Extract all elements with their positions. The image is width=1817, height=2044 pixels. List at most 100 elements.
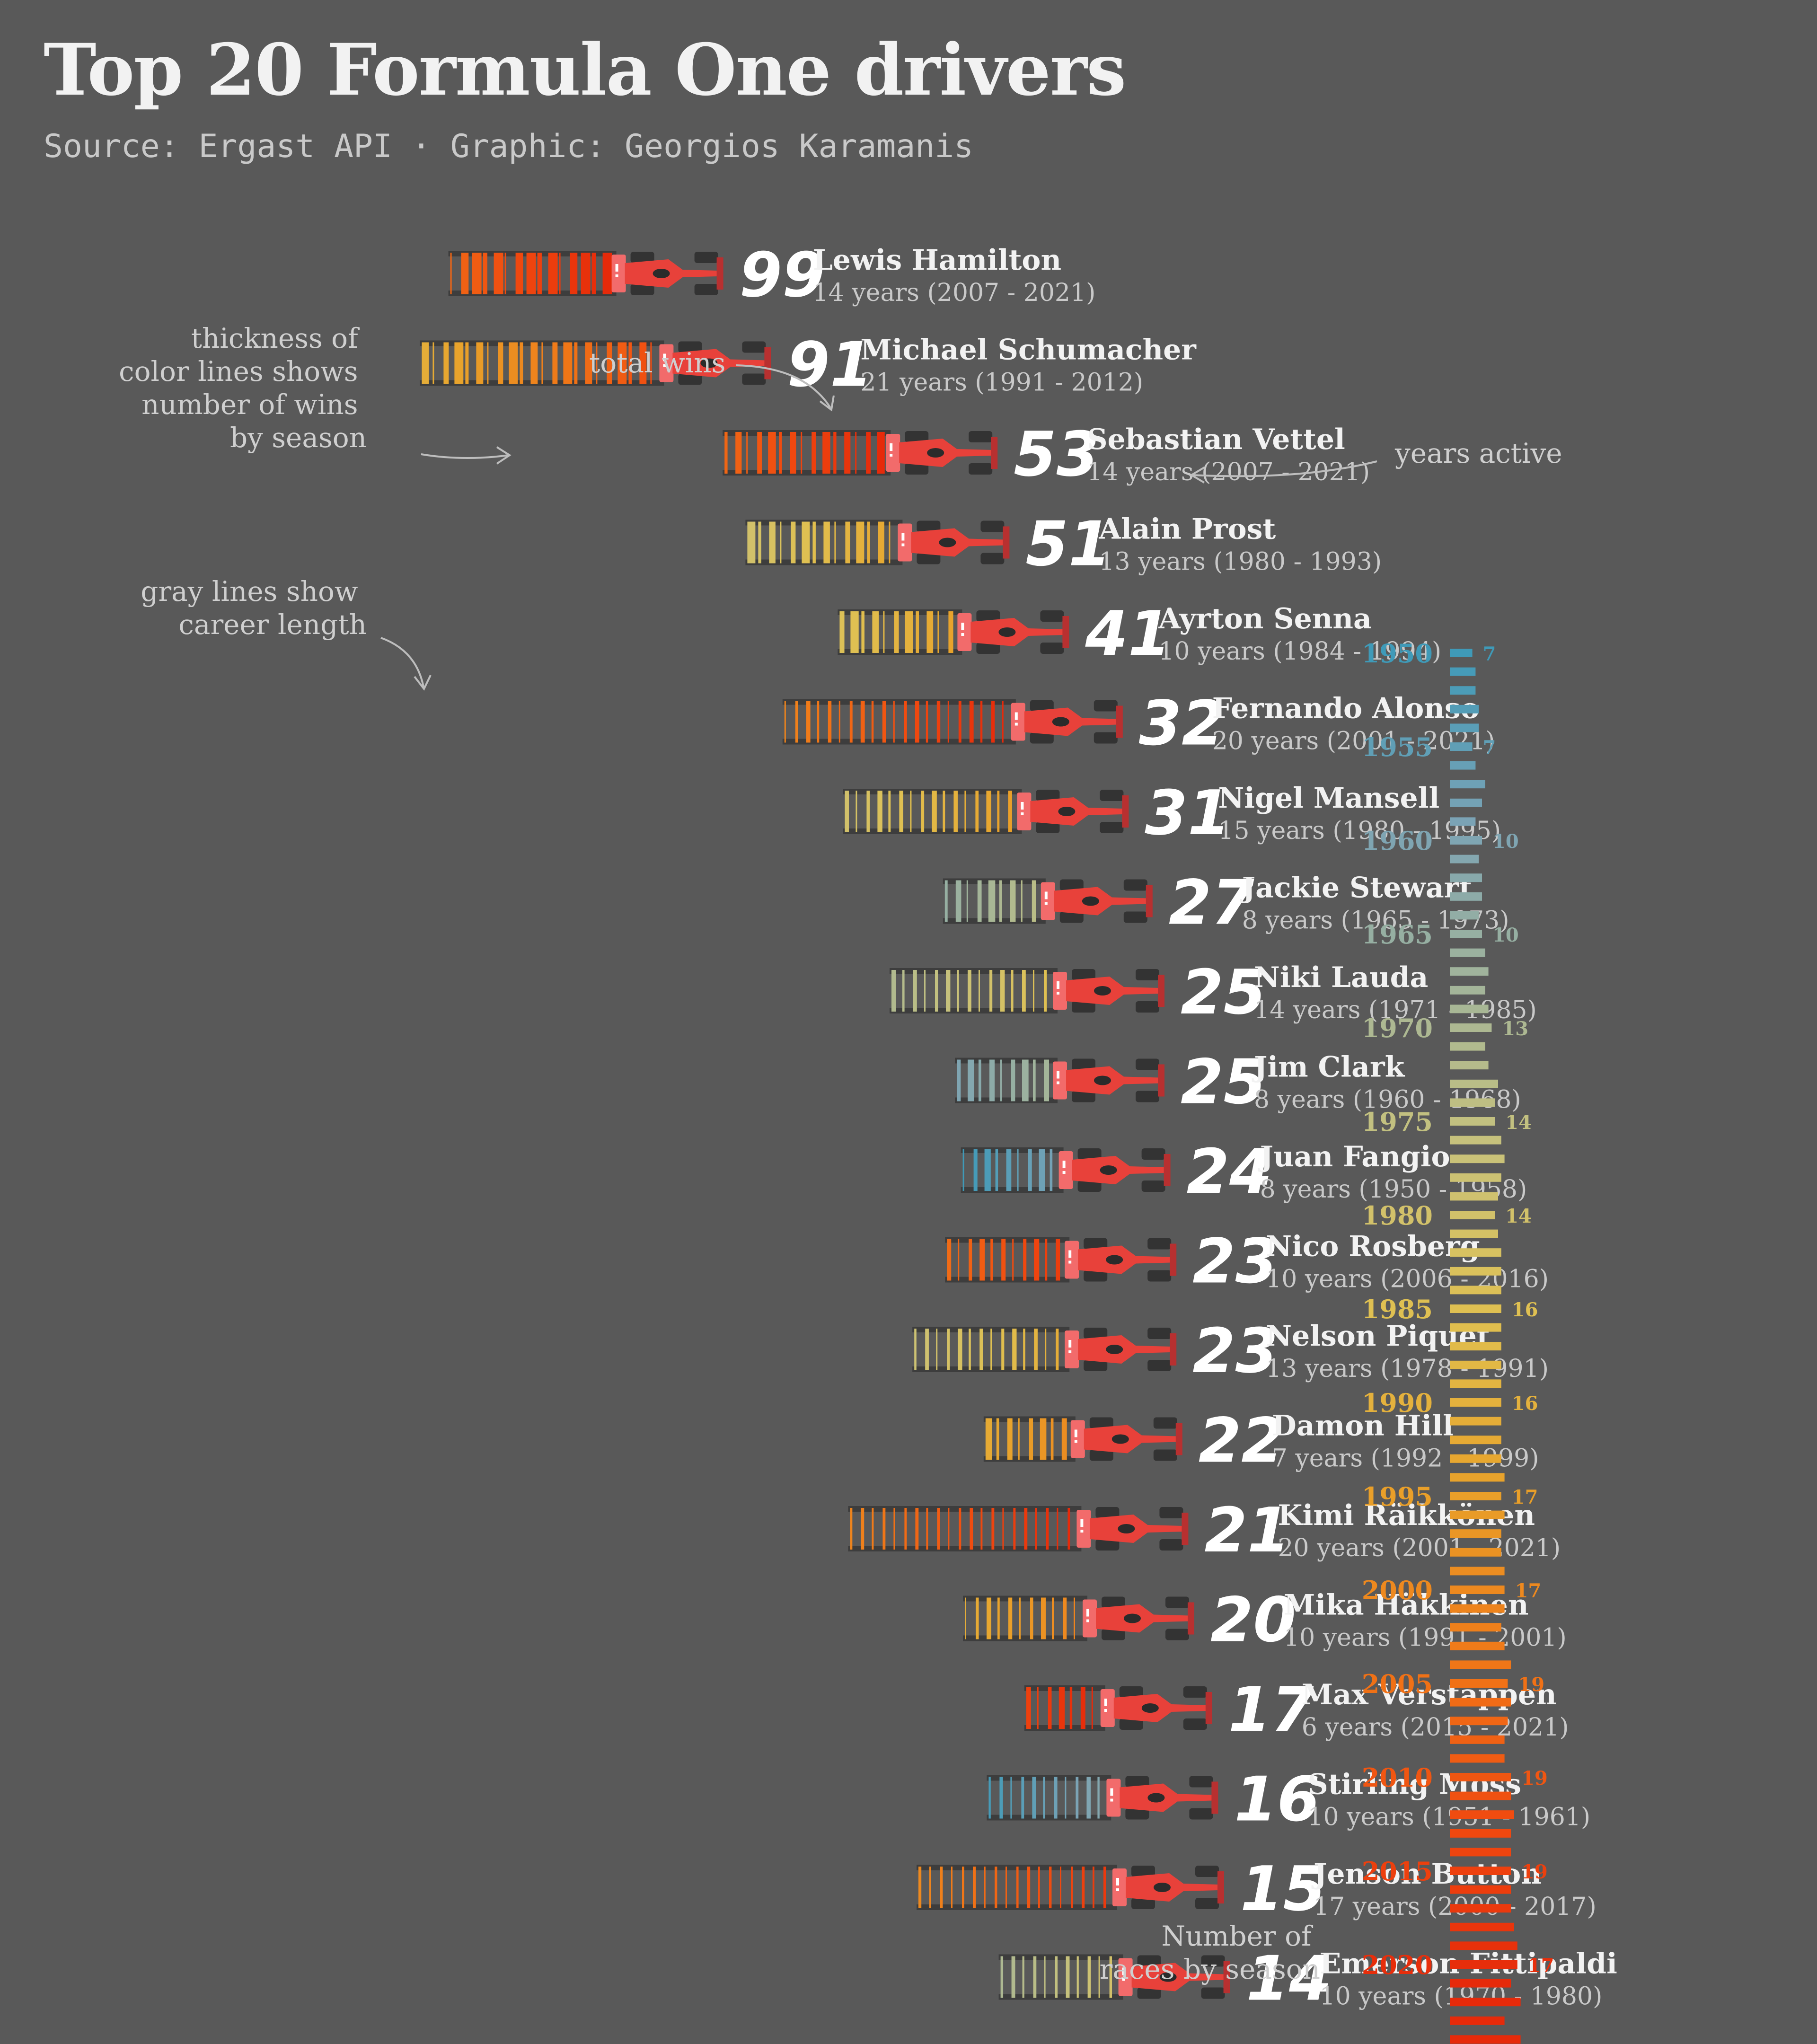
career-line-bottom <box>987 1815 1111 1821</box>
win-stripe <box>889 521 891 564</box>
career-line-bottom <box>723 470 891 476</box>
car-icon <box>1112 1866 1224 1909</box>
win-stripe <box>461 253 469 294</box>
win-stripe <box>976 1597 979 1639</box>
annotation-races-by-season: Number of races by season <box>1100 1920 1320 1985</box>
win-stripe <box>1058 1687 1065 1729</box>
win-stripe <box>926 611 934 653</box>
car-icon <box>1065 1238 1177 1282</box>
win-stripe <box>1006 1867 1007 1908</box>
total-wins-label: 23 <box>1192 1225 1278 1297</box>
win-stripe <box>617 342 627 384</box>
win-stripe <box>607 342 612 384</box>
win-stripe <box>1012 1239 1014 1281</box>
race-bar <box>1450 1829 1511 1838</box>
win-stripe <box>926 701 928 743</box>
win-stripe <box>1008 791 1012 832</box>
win-stripe <box>935 970 938 1012</box>
win-stripe <box>1032 1777 1036 1819</box>
win-stripe <box>476 342 484 384</box>
win-stripe <box>905 611 913 653</box>
year-label: 1955 <box>1362 732 1433 762</box>
win-stripe <box>1066 1956 1070 1998</box>
total-wins-label: 32 <box>1139 687 1225 759</box>
win-stripe <box>1000 970 1005 1012</box>
win-stripe <box>957 1059 961 1101</box>
win-stripe <box>904 1508 907 1550</box>
win-stripe <box>867 521 870 564</box>
win-stripe <box>1026 1687 1031 1729</box>
win-stripe <box>918 1867 922 1908</box>
total-wins-label: 53 <box>1014 418 1099 490</box>
win-stripe <box>504 253 506 294</box>
car-icon <box>1076 1507 1189 1551</box>
win-stripe <box>432 342 434 384</box>
win-stripe <box>1076 1777 1079 1819</box>
win-stripe <box>541 342 543 384</box>
win-stripe <box>1071 1867 1073 1908</box>
race-bar <box>1450 855 1479 863</box>
win-stripe <box>1050 1418 1054 1460</box>
year-label: 1970 <box>1362 1013 1433 1043</box>
race-bar <box>1450 948 1485 957</box>
win-stripe <box>472 253 482 294</box>
win-stripe <box>904 701 907 743</box>
win-stripe <box>973 1149 978 1191</box>
races-scale-layer: 1950 7 1955 7 1960 10 1965 10 1970 13 1975 14 1980 14… <box>1362 638 1554 2044</box>
total-wins-label: 16 <box>1234 1763 1320 1835</box>
driver-name: Max Verstappen <box>1302 1678 1557 1711</box>
win-stripe <box>1044 1956 1046 1998</box>
race-count-label: 10 <box>1492 830 1519 853</box>
win-stripe <box>779 432 782 474</box>
win-stripe <box>768 432 776 474</box>
win-stripe <box>724 432 728 474</box>
driver-years: 10 years (1991 - 2001) <box>1284 1624 1567 1652</box>
win-stripe <box>1033 970 1034 1012</box>
race-bar <box>1450 1492 1501 1500</box>
driver-years: 14 years (1971 - 1985) <box>1254 996 1537 1024</box>
car-icon <box>1011 700 1123 744</box>
car-icon <box>1053 1058 1164 1102</box>
win-stripe <box>1033 1059 1036 1101</box>
win-stripe <box>878 521 884 564</box>
race-bar <box>1450 1211 1495 1219</box>
race-bar <box>1450 1660 1511 1669</box>
race-count-label: 14 <box>1505 1205 1532 1227</box>
win-stripe <box>850 1508 853 1550</box>
race-bar <box>1450 1436 1501 1445</box>
race-bar <box>1450 1023 1492 1032</box>
win-stripe <box>1034 1239 1040 1281</box>
win-stripe <box>860 701 865 743</box>
race-bar <box>1450 1735 1505 1744</box>
race-bar <box>1450 667 1476 676</box>
race-count-label: 17 <box>1515 1580 1542 1602</box>
driver-name: Ayrton Senna <box>1158 602 1371 635</box>
total-wins-label: 41 <box>1085 598 1171 670</box>
race-count-label: 17 <box>1528 1955 1554 1977</box>
win-stripe <box>929 1867 931 1908</box>
win-stripe <box>1030 1597 1033 1639</box>
year-label: 1985 <box>1362 1294 1433 1324</box>
win-stripe <box>986 791 991 832</box>
driver-name: Niki Lauda <box>1254 961 1428 994</box>
year-label: 1965 <box>1362 919 1433 950</box>
race-bar <box>1450 723 1479 732</box>
win-stripe <box>1029 1418 1033 1460</box>
race-bar <box>1450 1604 1505 1613</box>
win-stripe <box>1021 1777 1024 1819</box>
race-bar <box>1450 1042 1485 1051</box>
race-bar <box>1450 1998 1521 2007</box>
total-wins-label: 15 <box>1240 1853 1326 1925</box>
arrow-thickness <box>421 453 509 459</box>
driver-years: 13 years (1978 - 1991) <box>1266 1355 1549 1383</box>
win-stripe <box>871 701 874 743</box>
win-stripe <box>964 791 966 832</box>
win-stripe <box>966 880 968 922</box>
win-stripe <box>965 1597 966 1639</box>
win-stripe <box>951 1867 953 1908</box>
win-stripe <box>975 791 979 832</box>
win-stripe <box>883 611 885 653</box>
